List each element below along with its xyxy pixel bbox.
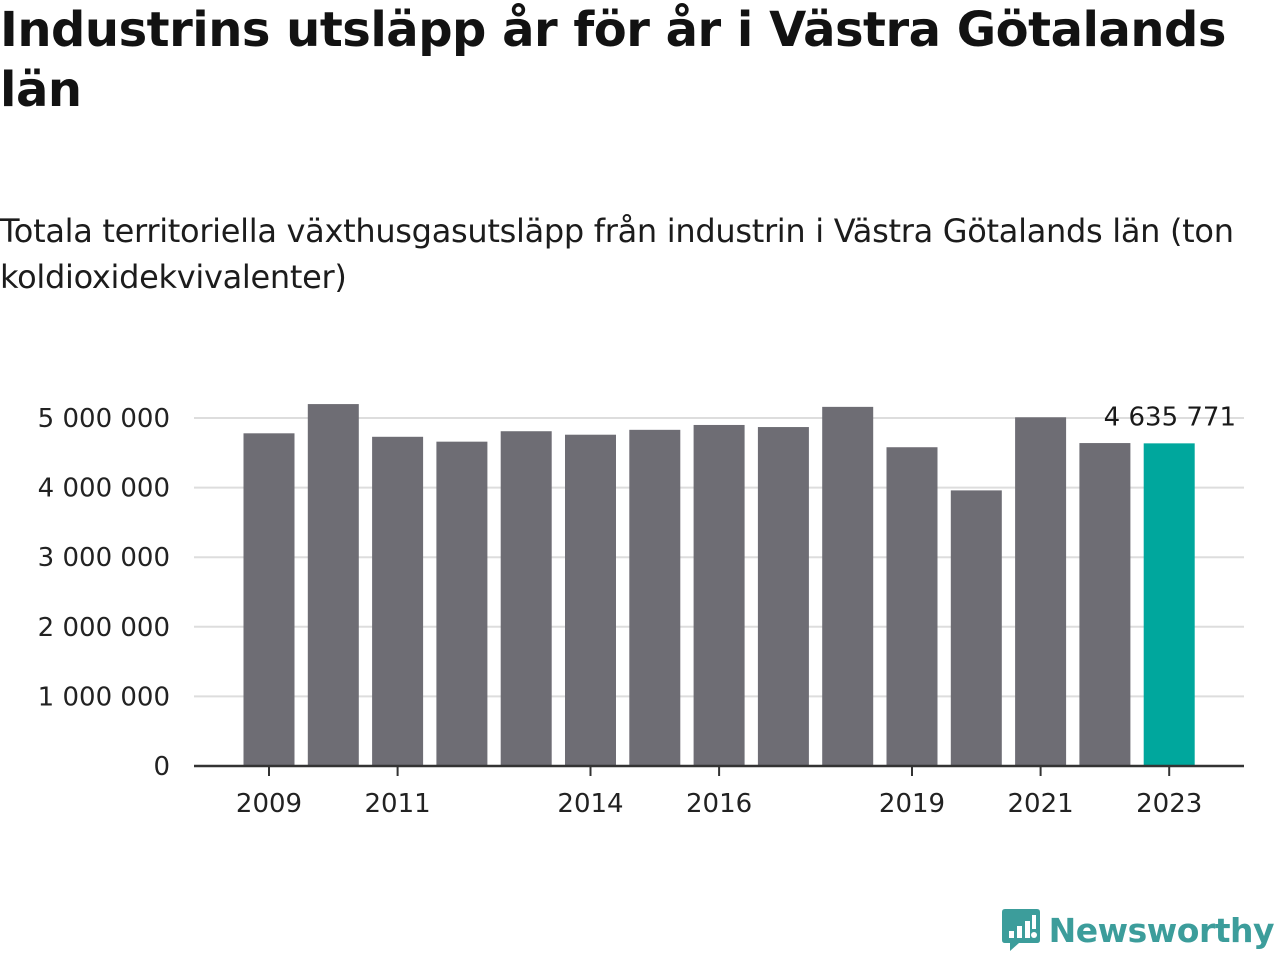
bar-2013 (500, 431, 552, 766)
logo-exclamation (1031, 915, 1036, 929)
y-tick-label: 2 000 000 (38, 613, 170, 643)
bar-2018 (822, 406, 874, 766)
y-tick-label: 4 000 000 (38, 474, 170, 504)
x-tick-label: 2016 (686, 789, 752, 819)
x-tick-label: 2014 (557, 789, 623, 819)
y-tick-label: 5 000 000 (38, 404, 170, 434)
y-tick-label: 0 (153, 752, 170, 782)
y-tick-label: 1 000 000 (38, 682, 170, 712)
chart-title: Industrins utsläpp år för år i Västra Gö… (0, 2, 1226, 118)
x-tick-label: 2011 (365, 789, 431, 819)
x-tick-label: 2023 (1136, 789, 1202, 819)
bar-2021 (1015, 417, 1067, 766)
data-label: 4 635 771 (1104, 402, 1236, 432)
brand-name: Newsworthy (1048, 910, 1275, 950)
bar-2010 (307, 404, 359, 766)
bar-2019 (886, 447, 938, 766)
bar-2020 (950, 490, 1002, 766)
x-tick-label: 2021 (1008, 789, 1074, 819)
logo-bar-3 (1024, 921, 1030, 938)
logo-dot (1030, 932, 1037, 938)
chart-subtitle: Totala territoriella växthusgasutsläpp f… (0, 212, 1234, 296)
bar-2023 (1143, 443, 1195, 766)
x-tick-label: 2009 (236, 789, 302, 819)
bar-2011 (372, 436, 424, 766)
bar-2022 (1079, 443, 1131, 766)
newsworthy-logo-icon (1001, 909, 1040, 951)
logo-bar-1 (1008, 931, 1014, 938)
bar-2012 (436, 441, 488, 766)
bar-2014 (565, 434, 616, 766)
bar-chart: 0 1 000 000 2 000 000 3 000 000 4 000 000 5 0… (38, 402, 1244, 819)
bar-2016 (693, 424, 745, 766)
brand-logo: Newsworthy (1001, 902, 1275, 958)
y-tick-label: 3 000 000 (38, 543, 170, 573)
bar-2009 (243, 433, 295, 766)
logo-bar-2 (1016, 926, 1022, 938)
x-tick-label: 2019 (879, 789, 945, 819)
bar-2015 (629, 429, 681, 766)
bar-2017 (757, 427, 809, 766)
